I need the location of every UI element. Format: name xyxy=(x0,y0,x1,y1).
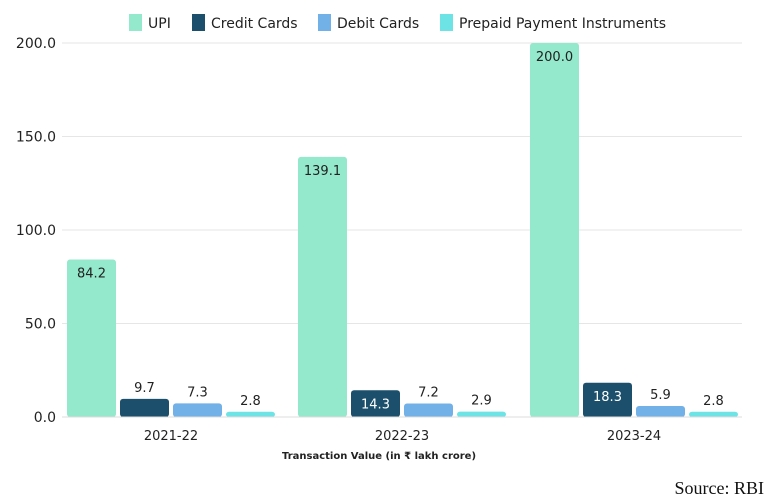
bar-prepaid-payment-instruments xyxy=(457,411,506,417)
legend-swatch xyxy=(318,14,331,31)
bar-credit-cards xyxy=(583,382,632,417)
y-tick-label: 50.0 xyxy=(25,317,56,333)
data-label: 2.9 xyxy=(471,394,492,409)
data-label: 5.9 xyxy=(650,388,671,403)
legend-label: Debit Cards xyxy=(337,16,419,32)
data-label: 139.1 xyxy=(304,164,341,179)
bar-debit-cards xyxy=(404,403,453,417)
data-label: 84.2 xyxy=(77,267,106,282)
data-label: 7.2 xyxy=(418,386,439,401)
data-label: 2.8 xyxy=(240,394,261,409)
legend-swatch xyxy=(440,14,453,31)
bar-upi xyxy=(67,259,116,417)
bar-upi xyxy=(530,43,579,417)
legend-label: Credit Cards xyxy=(211,16,298,32)
bar-credit-cards xyxy=(351,390,400,417)
x-tick-label: 2022-23 xyxy=(375,429,429,444)
data-label: 7.3 xyxy=(187,385,208,400)
data-label: 2.8 xyxy=(703,394,724,409)
y-tick-label: 150.0 xyxy=(16,130,56,146)
bar-prepaid-payment-instruments xyxy=(226,411,275,417)
data-label: 200.0 xyxy=(536,50,573,65)
y-tick-label: 100.0 xyxy=(16,223,56,239)
bar-debit-cards xyxy=(636,405,685,417)
y-tick-label: 0.0 xyxy=(34,410,56,426)
bar-debit-cards xyxy=(173,403,222,417)
legend-label: UPI xyxy=(148,16,171,32)
bar-prepaid-payment-instruments xyxy=(689,411,738,417)
x-axis-label: Transaction Value (in ₹ lakh crore) xyxy=(282,451,476,462)
legend-swatch xyxy=(129,14,142,31)
data-label: 9.7 xyxy=(134,381,155,396)
source-note: Source: RBI xyxy=(674,478,765,498)
x-tick-label: 2021-22 xyxy=(144,429,198,444)
data-label: 14.3 xyxy=(361,397,390,412)
y-tick-label: 200.0 xyxy=(16,36,56,52)
bar-upi xyxy=(298,156,347,417)
x-tick-label: 2023-24 xyxy=(607,429,661,444)
legend-swatch xyxy=(192,14,205,31)
bar-credit-cards xyxy=(120,398,169,417)
legend-label: Prepaid Payment Instruments xyxy=(459,16,666,32)
data-label: 18.3 xyxy=(593,390,622,405)
